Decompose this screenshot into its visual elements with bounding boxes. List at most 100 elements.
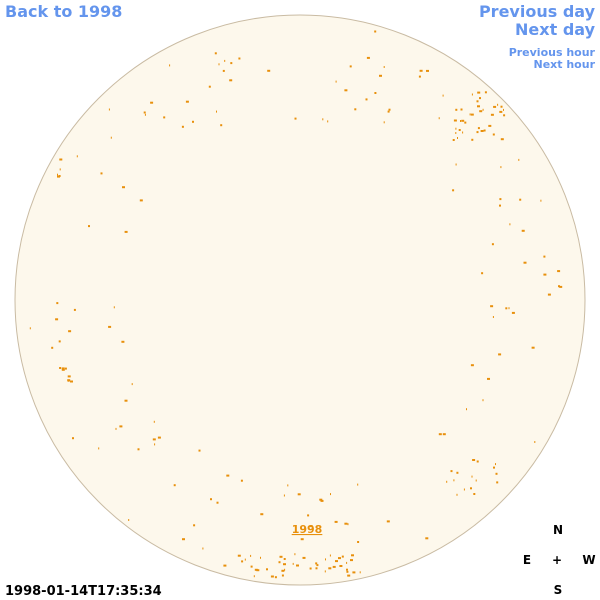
star-mark xyxy=(253,575,255,578)
star-mark xyxy=(192,120,194,123)
star-mark xyxy=(157,436,161,439)
star-mark xyxy=(316,564,319,567)
star-mark xyxy=(108,108,110,111)
star-mark xyxy=(488,124,492,127)
star-mark xyxy=(483,129,486,132)
star-mark xyxy=(124,230,128,233)
star-mark xyxy=(113,306,115,309)
star-marks xyxy=(29,30,563,579)
star-mark xyxy=(72,437,74,440)
star-mark xyxy=(521,229,525,232)
star-mark xyxy=(492,316,494,318)
star-mark xyxy=(452,189,455,192)
star-mark xyxy=(122,186,125,189)
star-mark xyxy=(229,79,233,82)
star-mark xyxy=(461,119,465,122)
star-mark xyxy=(344,89,348,92)
star-mark xyxy=(238,57,241,60)
star-mark xyxy=(498,353,502,356)
year-link[interactable]: 1998 xyxy=(292,523,323,536)
star-mark xyxy=(455,127,457,130)
star-mark xyxy=(274,576,277,579)
star-mark xyxy=(59,158,63,161)
back-link[interactable]: Back to 1998 xyxy=(5,2,122,21)
star-mark xyxy=(346,568,348,571)
previous-day-link[interactable]: Previous day xyxy=(479,2,596,21)
star-mark xyxy=(558,285,560,288)
star-mark xyxy=(338,557,341,560)
star-mark xyxy=(471,138,474,141)
star-mark xyxy=(559,285,563,288)
star-mark xyxy=(438,433,442,436)
star-mark xyxy=(540,199,542,202)
next-day-link[interactable]: Next day xyxy=(515,20,596,39)
star-mark xyxy=(218,63,220,66)
star-mark xyxy=(315,562,318,565)
compass-east: E xyxy=(523,553,531,567)
previous-hour-link[interactable]: Previous hour xyxy=(509,46,596,59)
star-mark xyxy=(426,69,429,72)
star-mark xyxy=(482,108,484,111)
star-mark xyxy=(309,525,313,528)
star-mark xyxy=(124,399,128,402)
star-mark xyxy=(387,110,390,113)
star-mark xyxy=(476,100,479,103)
star-mark xyxy=(383,121,385,124)
star-mark xyxy=(493,105,497,108)
star-mark xyxy=(292,562,294,565)
star-mark xyxy=(477,127,480,130)
star-mark xyxy=(487,377,490,380)
star-mark xyxy=(446,480,448,483)
star-mark xyxy=(339,565,343,567)
timestamp: 1998-01-14T17:35:34 xyxy=(5,584,162,599)
star-mark xyxy=(266,568,268,571)
star-mark xyxy=(469,113,471,116)
star-mark xyxy=(508,307,510,310)
star-mark xyxy=(456,493,458,496)
star-mark xyxy=(496,481,499,484)
star-mark xyxy=(357,541,360,543)
star-mark xyxy=(100,172,103,175)
next-hour-link[interactable]: Next hour xyxy=(534,58,596,71)
star-mark xyxy=(490,305,494,308)
star-mark xyxy=(456,471,459,474)
star-mark xyxy=(327,120,329,123)
star-mark xyxy=(294,117,297,120)
star-mark xyxy=(216,110,217,113)
star-mark xyxy=(499,198,502,201)
star-mark xyxy=(455,108,458,111)
star-mark xyxy=(208,85,211,88)
star-mark xyxy=(281,574,284,577)
star-mark xyxy=(519,198,522,201)
star-mark xyxy=(283,494,285,497)
star-mark xyxy=(499,110,503,113)
star-mark xyxy=(57,173,58,176)
compass-west: W xyxy=(582,553,595,567)
star-mark xyxy=(350,559,353,562)
star-mark xyxy=(324,570,326,573)
star-mark xyxy=(281,569,285,572)
star-mark xyxy=(325,558,326,561)
star-mark xyxy=(349,65,352,68)
star-mark xyxy=(59,367,62,369)
star-mark xyxy=(283,558,286,560)
star-mark xyxy=(260,556,261,559)
star-mark xyxy=(185,100,189,103)
star-mark xyxy=(500,166,502,169)
star-mark xyxy=(347,523,349,526)
star-mark xyxy=(309,567,312,570)
star-mark xyxy=(458,129,461,131)
star-mark xyxy=(58,340,61,343)
star-mark xyxy=(150,101,154,104)
star-mark xyxy=(344,522,348,525)
star-mark xyxy=(143,111,146,114)
star-mark xyxy=(503,108,504,111)
star-mark xyxy=(278,561,281,564)
star-mark xyxy=(505,307,508,310)
star-mark xyxy=(471,475,473,478)
star-mark xyxy=(366,56,370,59)
star-mark xyxy=(490,113,494,116)
star-mark xyxy=(121,340,125,343)
star-mark xyxy=(475,479,477,482)
